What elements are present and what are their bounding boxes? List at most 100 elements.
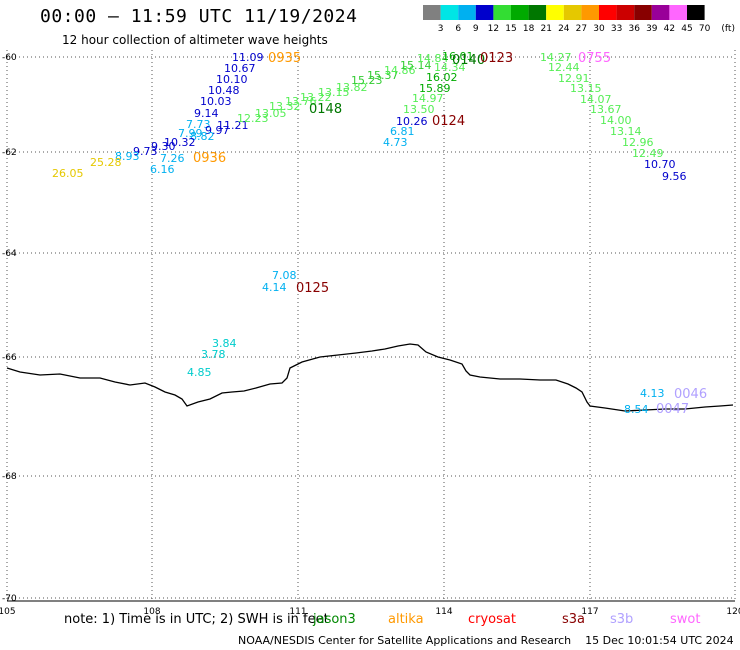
scale-swatch xyxy=(634,5,652,20)
wave-height-value: 7.08 xyxy=(272,269,297,282)
wave-height-value: 4.73 xyxy=(383,136,408,149)
wave-height-value: 7.73 xyxy=(186,118,211,131)
wave-height-value: 12.96 xyxy=(622,136,654,149)
scale-label: 18 xyxy=(523,24,535,34)
wave-height-value: 16.02 xyxy=(426,71,458,84)
scale-swatch xyxy=(651,5,670,20)
wave-height-value: 15.37 xyxy=(367,69,399,82)
scale-swatch xyxy=(475,5,494,20)
scale-label: 12 xyxy=(488,24,499,34)
wave-height-value: 4.14 xyxy=(262,281,287,294)
wave-height-value: 25.28 xyxy=(90,156,122,169)
wave-height-value: 12.91 xyxy=(558,72,590,85)
pass-time-label: 0125 xyxy=(296,281,329,296)
satellite-legend-item: cryosat xyxy=(468,612,516,627)
wave-height-value: 11.09 xyxy=(232,51,264,64)
wave-height-value: 13.50 xyxy=(403,103,435,116)
wave-height-value: 9.14 xyxy=(194,107,219,120)
footer-note: note: 1) Time is in UTC; 2) SWH is in fe… xyxy=(64,612,329,627)
longitude-label: 117 xyxy=(581,607,598,617)
scale-swatch xyxy=(599,5,617,20)
wave-height-value: 15.89 xyxy=(419,82,451,95)
wave-height-value: 14.34 xyxy=(434,61,466,74)
scale-label: 42 xyxy=(664,24,675,34)
scale-swatch xyxy=(440,5,459,20)
latitude-label: -60 xyxy=(2,53,17,63)
scale-label: 70 xyxy=(699,24,711,34)
wave-height-value: 6.16 xyxy=(150,163,175,176)
satellite-legend-item: s3b xyxy=(610,612,634,627)
scale-label: (ft) xyxy=(721,24,735,34)
wave-height-value: 13.05 xyxy=(255,107,287,120)
pass-time-label: 0124 xyxy=(432,114,465,129)
scale-swatch xyxy=(528,5,547,20)
wave-height-value: 10.10 xyxy=(216,73,248,86)
pass-time-label: 0148 xyxy=(309,102,342,117)
scale-swatch xyxy=(669,5,687,20)
wave-height-value: 14.27 xyxy=(540,51,572,64)
latitude-label: -66 xyxy=(2,353,17,363)
latitude-label: -62 xyxy=(2,148,17,158)
pass-time-label: 0140 xyxy=(452,53,485,68)
wave-height-value: 4.85 xyxy=(187,366,212,379)
scale-swatch xyxy=(493,5,511,20)
antarctic-coastline xyxy=(6,343,734,412)
wave-height-value: 10.32 xyxy=(164,136,196,149)
wave-height-value: 13.76 xyxy=(285,95,317,108)
scale-label: 30 xyxy=(593,24,605,34)
scale-swatch xyxy=(511,5,529,20)
wave-height-value: 13.32 xyxy=(269,100,301,113)
latitude-label: -64 xyxy=(2,249,17,259)
wave-height-value: 10.70 xyxy=(644,158,676,171)
wave-height-value: 9.30 xyxy=(151,140,176,153)
scale-swatch xyxy=(546,5,564,20)
pass-time-label: 0936 xyxy=(193,151,226,166)
wave-height-value: 26.05 xyxy=(52,167,84,180)
wave-height-value: 8.82 xyxy=(190,130,215,143)
scale-label: 15 xyxy=(505,24,516,34)
longitude-label: 120 xyxy=(726,607,740,617)
wave-height-value: 14.07 xyxy=(580,93,612,106)
latitude-label: -68 xyxy=(2,472,17,482)
scale-swatch xyxy=(687,5,705,20)
satellite-legend-item: altika xyxy=(388,612,424,627)
satellite-legend-item: jason3 xyxy=(313,612,356,627)
latitude-label: -70 xyxy=(2,594,17,604)
wave-height-value: 6.81 xyxy=(390,125,415,138)
scale-label: 33 xyxy=(611,24,622,34)
wave-height-value: 14.86 xyxy=(384,64,416,77)
pass-time-label: 0047 xyxy=(656,402,689,417)
wave-height-value: 13.15 xyxy=(570,82,602,95)
longitude-label: 111 xyxy=(289,607,306,617)
wave-height-value: 13.15 xyxy=(318,86,350,99)
wave-height-value: 14.97 xyxy=(412,92,444,105)
map-subtitle: 12 hour collection of altimeter wave hei… xyxy=(62,33,328,47)
wave-height-value: 7.99 xyxy=(178,127,203,140)
wave-height-value: 14.00 xyxy=(600,114,632,127)
wave-height-value: 3.84 xyxy=(212,337,237,350)
wave-height-value: 7.26 xyxy=(160,152,185,165)
satellite-legend-item: s3a xyxy=(562,612,586,627)
wave-height-value: 12.23 xyxy=(237,112,269,125)
wave-height-value: 13.82 xyxy=(336,81,368,94)
wave-height-value: 11.21 xyxy=(217,119,249,132)
wave-height-value: 13.67 xyxy=(590,103,622,116)
footer-credit: NOAA/NESDIS Center for Satellite Applica… xyxy=(238,634,734,647)
wave-height-value: 4.13 xyxy=(640,387,665,400)
wave-height-value: 8.93 xyxy=(115,150,140,163)
satellite-legend-item: swot xyxy=(670,612,701,627)
pass-time-label: 0123 xyxy=(480,51,513,66)
pass-time-label: 0935 xyxy=(268,51,301,66)
pass-time-label: 0755 xyxy=(578,51,611,66)
scale-label: 3 xyxy=(438,24,444,34)
scale-swatch xyxy=(423,5,441,20)
wave-height-value: 12.44 xyxy=(548,61,580,74)
wave-height-value: 10.48 xyxy=(208,84,240,97)
scale-label: 9 xyxy=(473,24,479,34)
pass-time-label: 0046 xyxy=(674,387,707,402)
color-scale-legend: 3 6 9 12 15 18 21 24 27 30 33 36 39 42 45 70 (ft) xyxy=(423,5,735,34)
scale-label: 36 xyxy=(628,24,640,34)
scale-label: 6 xyxy=(455,24,461,34)
map-title: 00:00 – 11:59 UTC 11/19/2024 xyxy=(40,6,358,27)
